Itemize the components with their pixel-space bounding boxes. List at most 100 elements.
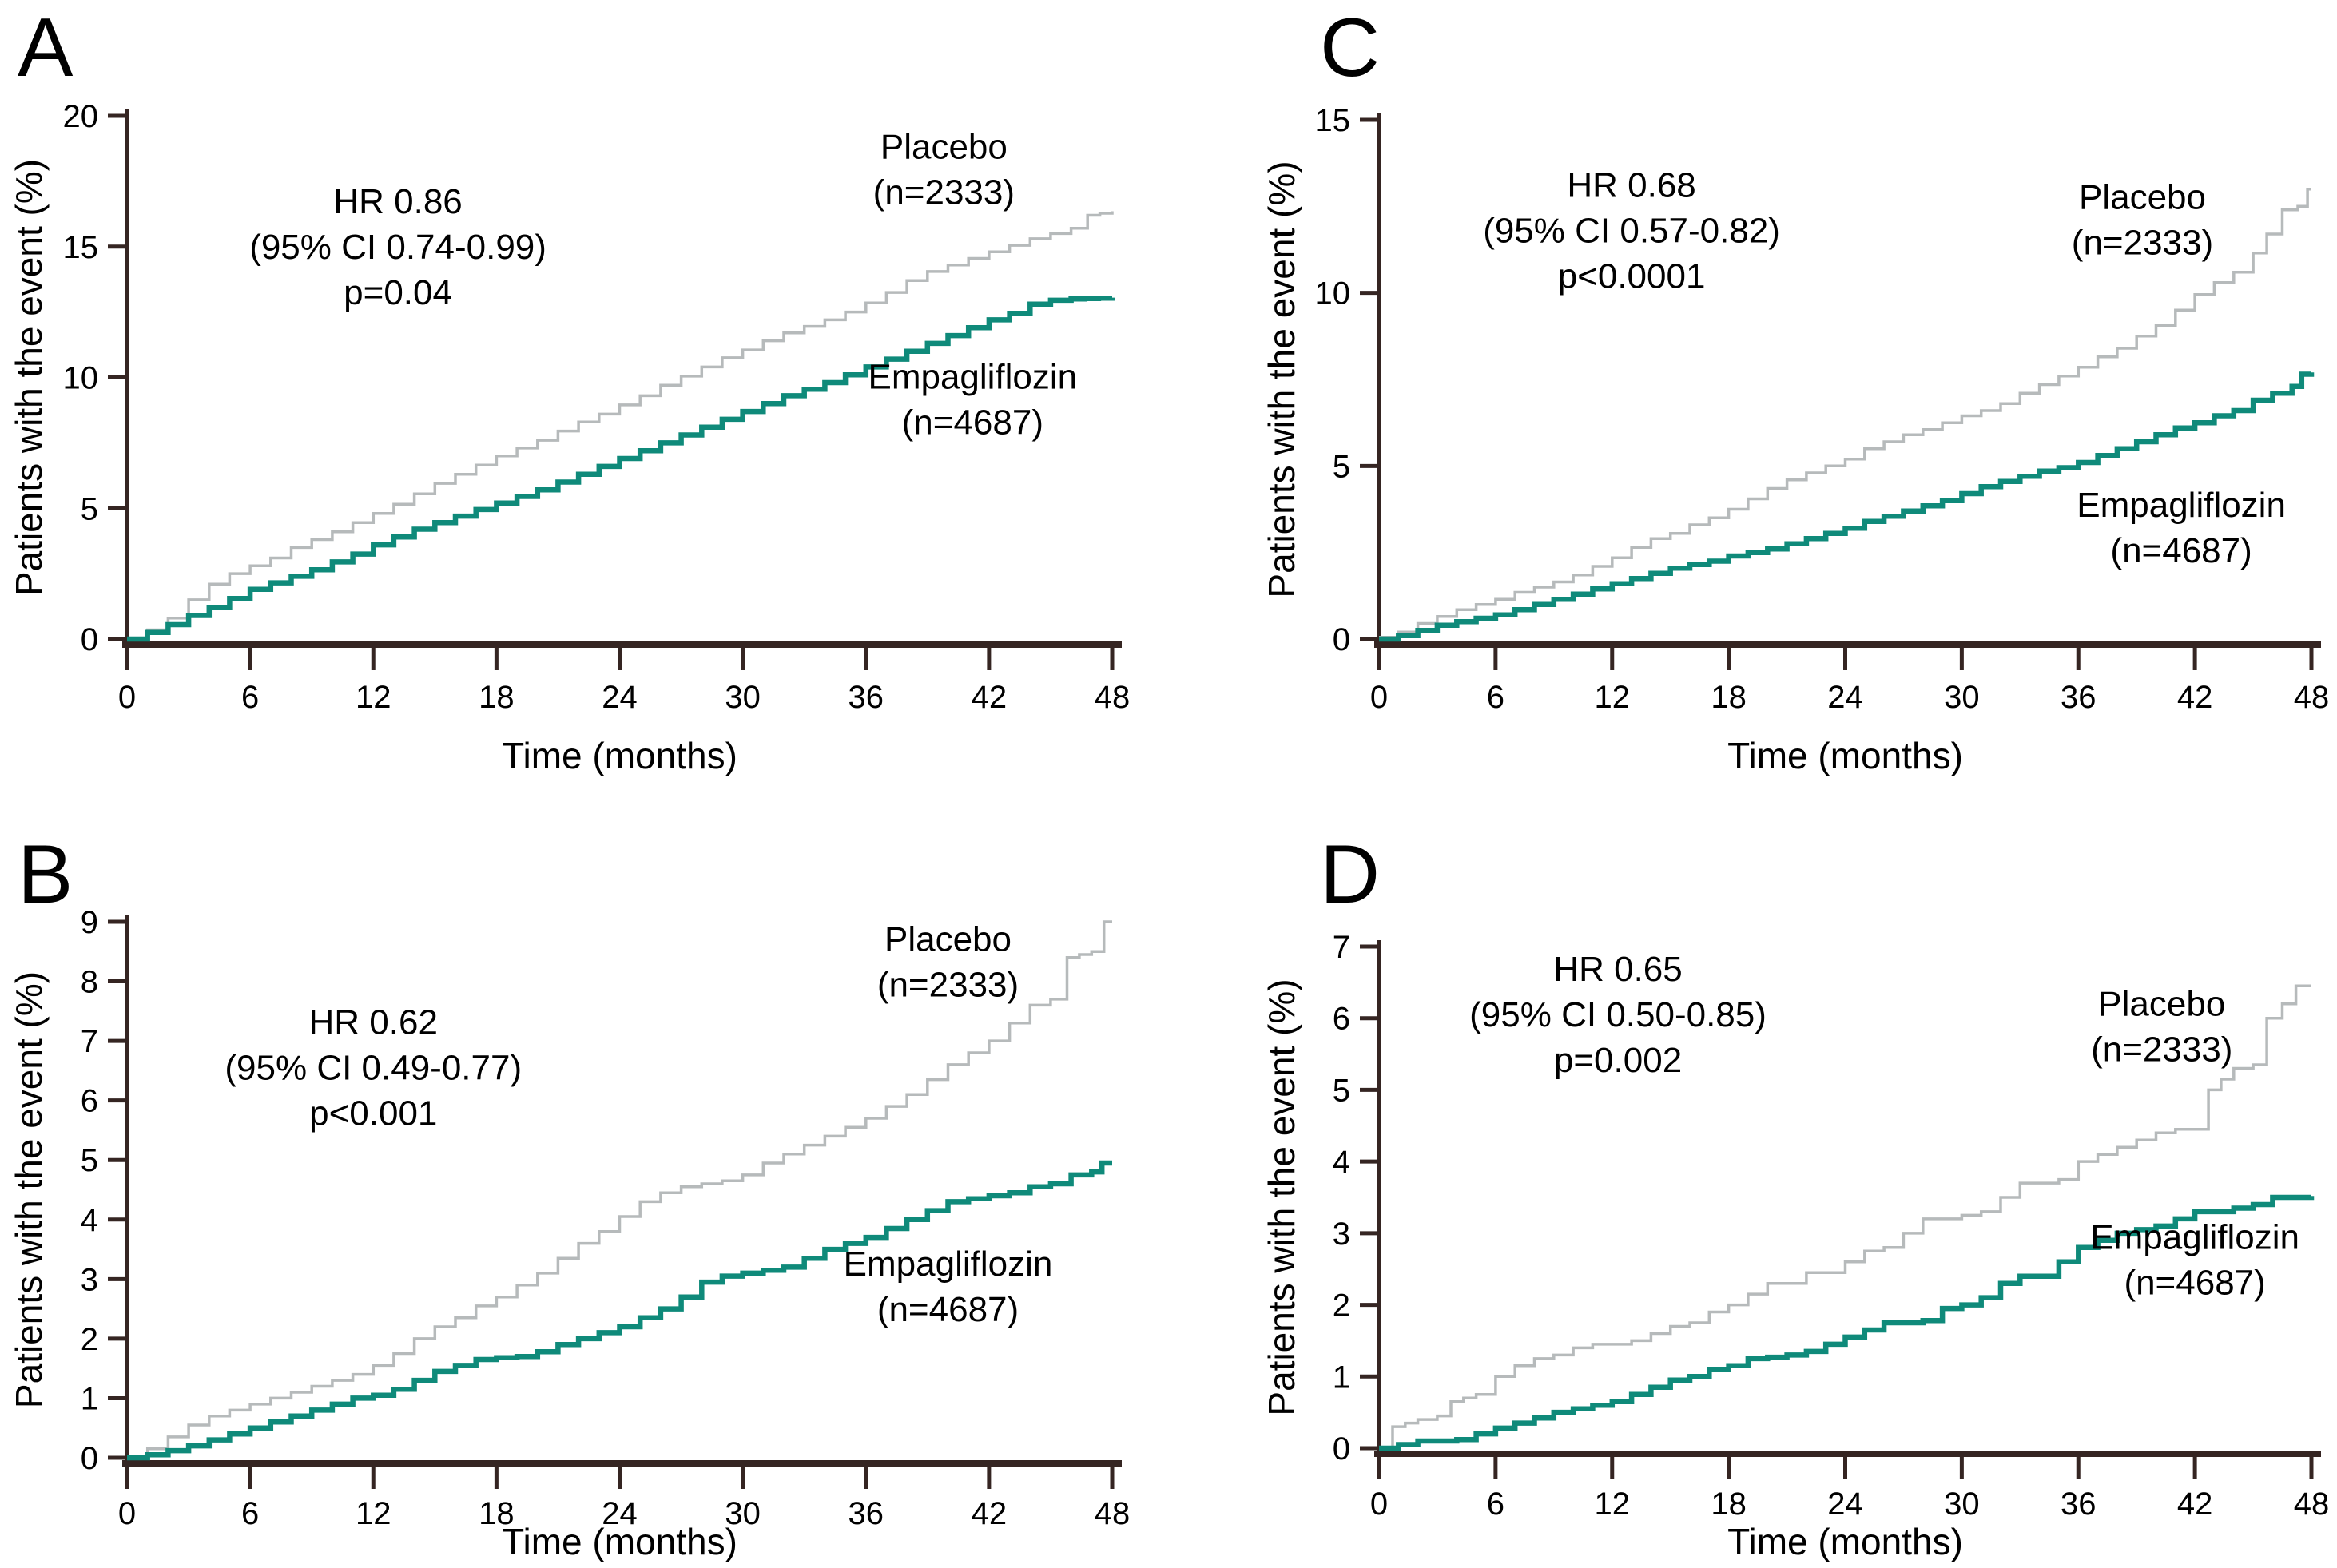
y-tick-label: 5 (1333, 449, 1350, 484)
x-tick-label: 36 (2061, 1487, 2097, 1522)
y-tick-label: 1 (1333, 1360, 1350, 1395)
y-tick-label: 2 (81, 1322, 98, 1357)
legend-series-name: Placebo (2098, 985, 2225, 1024)
y-tick-label: 0 (1333, 622, 1350, 657)
legend-series-n: (n=4687) (877, 1290, 1019, 1329)
annotation-line: HR 0.62 (309, 1003, 438, 1042)
x-tick-label: 0 (1370, 1487, 1388, 1522)
x-tick-label: 24 (1827, 680, 1863, 715)
x-tick-label: 42 (2177, 1487, 2213, 1522)
x-tick-label: 0 (118, 1496, 136, 1531)
panel-c: C Patients with the event (%) 0 5 10 15 0 6 12 18… (1261, 2, 2329, 776)
x-tick-label: 6 (241, 680, 259, 715)
x-tick-label: 18 (479, 680, 515, 715)
x-axis-title: Time (months) (502, 1521, 737, 1562)
y-tick-label: 1 (81, 1381, 98, 1416)
y-axis-label: Patients with the event (%) (8, 159, 50, 596)
legend-series-name: Empagliflozin (868, 358, 1077, 397)
legend-series-name: Placebo (880, 128, 1008, 167)
x-tick-label: 30 (725, 680, 761, 715)
legend-empagliflozin: Empagliflozin (n=4687) (2077, 486, 2286, 570)
y-axis-label: Patients with the event (%) (8, 971, 50, 1408)
y-tick-label: 0 (1333, 1431, 1350, 1467)
annotation-line: (95% CI 0.74-0.99) (249, 228, 546, 267)
x-tick-label: 48 (2294, 680, 2330, 715)
panel-letter: A (18, 2, 74, 94)
empagliflozin-curve (1379, 1194, 2315, 1451)
annotation-line: (95% CI 0.49-0.77) (225, 1049, 522, 1088)
legend-series-n: (n=2333) (873, 173, 1015, 212)
legend-empagliflozin: Empagliflozin (n=4687) (844, 1244, 1053, 1329)
annotation-line: p<0.001 (309, 1094, 437, 1133)
x-tick-label: 0 (118, 680, 136, 715)
annotation-line: (95% CI 0.50-0.85) (1469, 995, 1767, 1034)
x-tick-label: 30 (1944, 680, 1980, 715)
panel-letter: B (18, 828, 73, 921)
x-tick-label: 6 (241, 1496, 259, 1531)
y-tick-label: 4 (81, 1203, 98, 1238)
placebo-curve (1379, 187, 2311, 639)
y-tick-label: 5 (81, 491, 98, 526)
x-tick-label: 30 (725, 1496, 761, 1531)
x-tick-label: 48 (2294, 1487, 2330, 1522)
y-tick-label: 20 (63, 99, 99, 134)
x-tick-label: 6 (1487, 1487, 1504, 1522)
legend-series-n: (n=4687) (2124, 1263, 2265, 1302)
y-tick-label: 5 (81, 1143, 98, 1178)
x-tick-label: 12 (356, 1496, 391, 1531)
y-tick-label: 6 (1333, 1002, 1350, 1037)
legend-placebo: Placebo (n=2333) (873, 128, 1015, 212)
x-tick-label: 36 (849, 680, 884, 715)
y-tick-label: 3 (1333, 1217, 1350, 1252)
y-tick-label: 7 (81, 1024, 98, 1059)
x-axis-title: Time (months) (502, 735, 737, 776)
panel-a: A Patients with the event (%) 0 5 10 15 20 0 6 12… (8, 2, 1130, 776)
legend-placebo: Placebo (n=2333) (2072, 178, 2213, 263)
legend-series-n: (n=4687) (902, 403, 1043, 443)
legend-series-n: (n=2333) (2091, 1030, 2232, 1070)
y-tick-label: 0 (81, 1441, 98, 1476)
x-tick-label: 24 (602, 1496, 638, 1531)
y-tick-label: 6 (81, 1084, 98, 1119)
x-tick-label: 48 (1095, 1496, 1131, 1531)
annotation-line: p=0.04 (344, 273, 452, 312)
legend-placebo: Placebo (n=2333) (877, 919, 1019, 1004)
y-tick-label: 4 (1333, 1145, 1350, 1180)
empagliflozin-curve (127, 295, 1115, 642)
placebo-curve (127, 211, 1114, 641)
y-tick-label: 15 (63, 230, 99, 265)
x-tick-label: 0 (1370, 680, 1388, 715)
x-tick-label: 18 (1711, 680, 1747, 715)
y-tick-label: 10 (1315, 276, 1351, 312)
x-axis-title: Time (months) (1727, 1521, 1963, 1562)
x-tick-label: 36 (2061, 680, 2097, 715)
legend-empagliflozin: Empagliflozin (n=4687) (2090, 1217, 2299, 1302)
y-tick-label: 2 (1333, 1288, 1350, 1324)
annotation-line: HR 0.86 (333, 182, 462, 221)
x-tick-label: 36 (849, 1496, 884, 1531)
y-tick-label: 8 (81, 965, 98, 1000)
annotation-line: p<0.0001 (1558, 257, 1706, 296)
placebo-curve (127, 920, 1112, 1459)
legend-series-n: (n=4687) (2110, 531, 2252, 570)
y-tick-label: 15 (1315, 103, 1351, 138)
x-tick-label: 18 (479, 1496, 515, 1531)
panel-letter: D (1320, 828, 1380, 921)
y-tick-label: 9 (81, 905, 98, 940)
x-tick-label: 48 (1095, 680, 1131, 715)
legend-empagliflozin: Empagliflozin (n=4687) (868, 358, 1077, 443)
annotation-line: HR 0.65 (1553, 950, 1682, 989)
legend-series-name: Placebo (884, 919, 1012, 959)
empagliflozin-curve (127, 1160, 1112, 1461)
legend-series-name: Empagliflozin (2077, 486, 2286, 525)
y-tick-label: 7 (1333, 930, 1350, 965)
x-axis-title: Time (months) (1727, 735, 1963, 776)
y-axis-label: Patients with the event (%) (1261, 161, 1302, 597)
y-tick-label: 0 (81, 622, 98, 657)
empagliflozin-curve (1379, 371, 2315, 642)
x-tick-label: 30 (1944, 1487, 1980, 1522)
x-tick-label: 24 (602, 680, 638, 715)
x-tick-label: 24 (1827, 1487, 1863, 1522)
